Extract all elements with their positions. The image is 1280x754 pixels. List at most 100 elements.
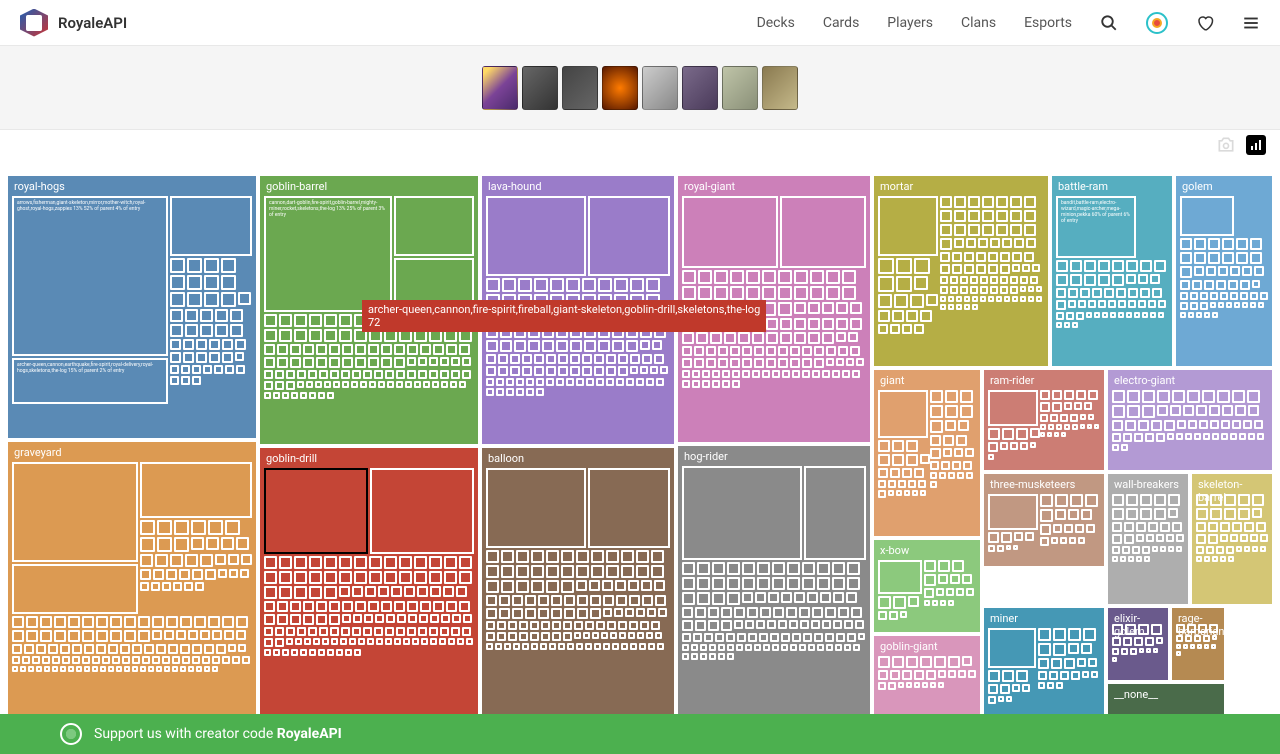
treemap-cell[interactable] — [948, 296, 954, 302]
treemap-cell[interactable] — [275, 381, 284, 390]
treemap-cell[interactable] — [1002, 238, 1012, 248]
treemap-cell[interactable] — [954, 224, 966, 236]
treemap-cell[interactable] — [1112, 637, 1121, 646]
treemap-cell[interactable] — [82, 656, 90, 664]
treemap-cell[interactable] — [561, 580, 574, 593]
treemap-cell[interactable] — [814, 633, 823, 642]
treemap-block-ram-rider[interactable]: ram-rider — [984, 370, 1104, 470]
treemap-cell[interactable] — [232, 656, 240, 664]
treemap-cell[interactable] — [709, 653, 716, 660]
treemap-cell[interactable] — [222, 339, 233, 350]
treemap-cell[interactable] — [1040, 402, 1050, 412]
treemap-cell[interactable] — [203, 365, 212, 374]
treemap-cell[interactable] — [508, 621, 517, 630]
treemap-cell[interactable] — [853, 644, 860, 651]
treemap-cell[interactable] — [822, 620, 831, 629]
treemap-cell[interactable] — [157, 520, 172, 535]
treemap-cell[interactable] — [1078, 537, 1085, 544]
treemap-cell[interactable] — [277, 344, 288, 355]
treemap-cell[interactable] — [894, 294, 908, 308]
treemap-cell[interactable] — [1070, 414, 1078, 422]
treemap-cell[interactable] — [1168, 508, 1178, 518]
treemap-cell[interactable] — [1140, 260, 1152, 272]
treemap-cell[interactable] — [1040, 390, 1050, 400]
treemap-cell[interactable] — [534, 278, 548, 292]
treemap-cell[interactable] — [538, 608, 549, 619]
treemap-cell[interactable] — [628, 632, 635, 639]
treemap-cell[interactable] — [803, 633, 812, 642]
treemap-cell[interactable] — [76, 666, 82, 672]
treemap-cell[interactable] — [802, 358, 812, 368]
treemap-cell[interactable] — [96, 630, 108, 642]
treemap-cell[interactable] — [68, 630, 80, 642]
treemap-cell[interactable] — [376, 638, 383, 645]
treemap-block-wall-breakers[interactable]: wall-breakers — [1108, 474, 1188, 604]
treemap-cell[interactable] — [486, 643, 493, 650]
treemap-cell[interactable] — [892, 440, 904, 452]
treemap-cell[interactable] — [1040, 494, 1053, 507]
treemap-cell[interactable] — [855, 620, 864, 629]
treemap-cell[interactable] — [1236, 546, 1242, 552]
treemap-cell[interactable] — [1010, 210, 1022, 222]
treemap-cell[interactable] — [204, 258, 219, 273]
treemap-cell[interactable] — [102, 656, 110, 664]
treemap-cell[interactable] — [1112, 556, 1118, 562]
treemap-cell[interactable] — [1158, 300, 1166, 308]
treemap-cell[interactable] — [956, 304, 962, 310]
treemap-cell[interactable] — [394, 196, 474, 256]
treemap-cell[interactable] — [570, 366, 580, 376]
search-icon[interactable] — [1100, 14, 1118, 32]
treemap-cell[interactable] — [181, 376, 190, 385]
treemap-cell[interactable] — [902, 670, 912, 680]
treemap-cell[interactable] — [132, 656, 140, 664]
treemap-cell[interactable] — [407, 370, 416, 379]
treemap-cell[interactable] — [1226, 302, 1232, 308]
treemap-cell[interactable] — [980, 296, 986, 302]
treemap-cell[interactable] — [637, 632, 644, 639]
treemap-cell[interactable] — [621, 643, 628, 650]
treemap-cell[interactable] — [22, 656, 30, 664]
treemap-cell[interactable] — [1134, 637, 1143, 646]
treemap-cell[interactable] — [790, 644, 797, 651]
treemap-cell[interactable] — [826, 358, 834, 366]
treemap-cell[interactable] — [727, 644, 734, 651]
treemap-cell[interactable] — [1068, 288, 1078, 298]
treemap-cell[interactable] — [612, 340, 624, 352]
treemap-cell[interactable] — [654, 580, 665, 591]
treemap-cell[interactable] — [948, 472, 955, 479]
treemap-cell[interactable] — [850, 318, 862, 330]
treemap-block-royal-hogs[interactable]: royal-hogsarrows,fisherman,giant-skeleto… — [8, 176, 256, 438]
treemap-cell[interactable] — [721, 607, 732, 618]
treemap-cell[interactable] — [888, 480, 896, 488]
treemap-cell[interactable] — [342, 601, 353, 612]
treemap-cell[interactable] — [1124, 534, 1134, 544]
treemap-cell[interactable] — [1138, 624, 1149, 635]
treemap-cell[interactable] — [982, 210, 994, 222]
treemap-cell[interactable] — [1112, 274, 1124, 286]
treemap-cell[interactable] — [1196, 312, 1202, 318]
treemap-cell[interactable] — [339, 586, 350, 597]
treemap-cell[interactable] — [732, 380, 740, 388]
treemap-cell[interactable] — [170, 292, 185, 307]
treemap-cell[interactable] — [414, 381, 421, 388]
treemap-cell[interactable] — [648, 643, 655, 650]
treemap-cell[interactable] — [273, 649, 280, 656]
treemap-cell[interactable] — [405, 381, 412, 388]
treemap-cell[interactable] — [1060, 537, 1067, 544]
treemap-cell[interactable] — [230, 324, 243, 337]
treemap-cell[interactable] — [746, 270, 760, 284]
treemap-cell[interactable] — [166, 616, 178, 628]
treemap-cell[interactable] — [694, 346, 704, 356]
treemap-cell[interactable] — [304, 638, 311, 645]
treemap-cell[interactable] — [938, 574, 948, 584]
treemap-cell[interactable] — [896, 276, 912, 292]
treemap-cell[interactable] — [112, 656, 120, 664]
treemap-cell[interactable] — [692, 370, 700, 378]
treemap-cell[interactable] — [1196, 405, 1207, 416]
treemap-cell[interactable] — [240, 569, 249, 578]
treemap-cell[interactable] — [747, 607, 758, 618]
treemap-cell[interactable] — [363, 627, 372, 636]
treemap-cell[interactable] — [277, 601, 288, 612]
treemap-cell[interactable] — [294, 571, 307, 584]
treemap-cell[interactable] — [396, 381, 403, 388]
